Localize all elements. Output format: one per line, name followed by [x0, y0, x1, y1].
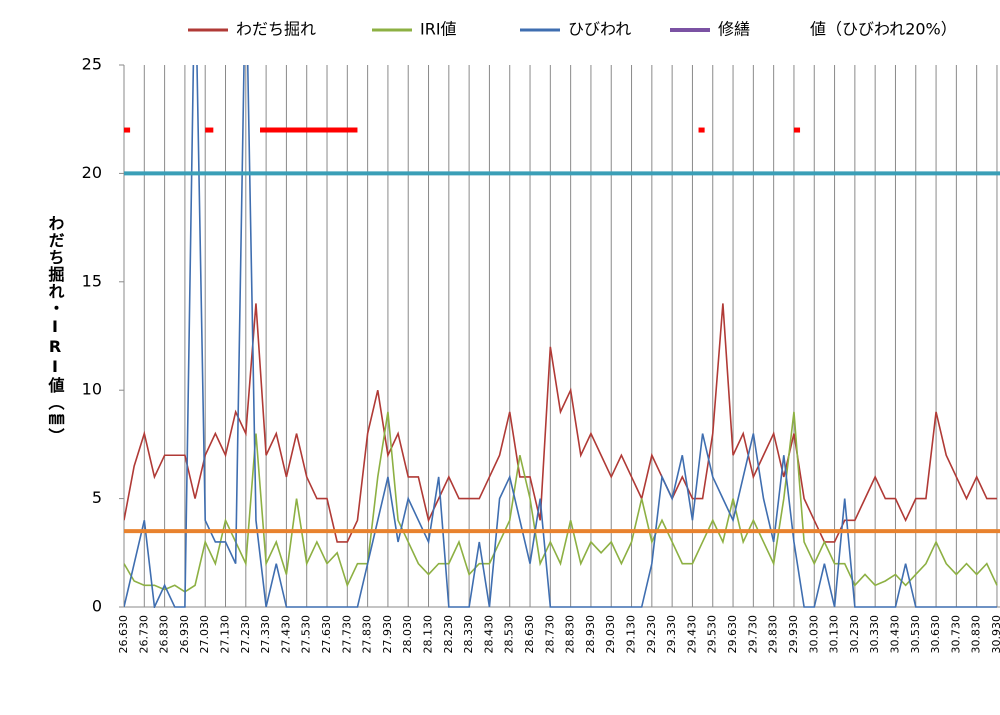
- legend-label: わだち掘れ: [236, 20, 316, 39]
- y-tick-label: 0: [92, 597, 102, 616]
- x-tick-label: 28.830: [564, 615, 577, 654]
- x-tick-label: 30.130: [828, 615, 841, 654]
- y-tick-label: 5: [92, 488, 102, 507]
- x-tick-label: 27.930: [381, 615, 394, 654]
- x-tick-label: 28.230: [442, 615, 455, 654]
- x-tick-label: 29.630: [726, 615, 739, 654]
- y-tick-label: 15: [82, 271, 102, 290]
- x-tick-label: 28.530: [503, 615, 516, 654]
- x-tick-label: 30.030: [807, 615, 820, 654]
- x-tick-label: 28.130: [422, 615, 435, 654]
- x-tick-label: 27.530: [300, 615, 313, 654]
- x-tick-label: 27.330: [259, 615, 272, 654]
- x-tick-label: 26.730: [137, 615, 150, 654]
- x-tick-label: 29.230: [645, 615, 658, 654]
- x-tick-label: 28.930: [584, 615, 597, 654]
- x-tick-label: 29.330: [665, 615, 678, 654]
- x-tick-label: 30.730: [949, 615, 962, 654]
- x-tick-label: 29.530: [706, 615, 719, 654]
- x-tick-label: 28.030: [401, 615, 414, 654]
- x-tick-label: 27.730: [340, 615, 353, 654]
- x-tick-label: 30.230: [848, 615, 861, 654]
- series-line: [124, 65, 997, 608]
- legend-label: ひびわれ: [568, 20, 631, 39]
- x-tick-label: 30.530: [909, 615, 922, 654]
- x-tick-label: 28.330: [462, 615, 475, 654]
- x-tick-label: 28.430: [482, 615, 495, 654]
- x-tick-label: 29.430: [685, 615, 698, 654]
- x-tick-label: 27.830: [361, 615, 374, 654]
- legend-label: 値（ひびわれ20%）: [810, 20, 957, 39]
- y-tick-label: 20: [82, 163, 102, 182]
- x-tick-label: 27.630: [320, 615, 333, 654]
- x-tick-label: 29.130: [625, 615, 638, 654]
- x-tick-label: 27.030: [198, 615, 211, 654]
- legend-label: 修繕: [718, 20, 750, 39]
- legend-label: IRI値: [420, 20, 457, 39]
- x-tick-label: 26.630: [117, 615, 130, 654]
- x-tick-label: 27.130: [219, 615, 232, 654]
- x-tick-label: 29.930: [787, 615, 800, 654]
- x-tick-label: 26.930: [178, 615, 191, 654]
- x-tick-label: 28.630: [523, 615, 536, 654]
- x-tick-label: 27.230: [239, 615, 252, 654]
- plot-area: [124, 65, 998, 608]
- x-tick-label: 28.730: [543, 615, 556, 654]
- x-tick-label: 30.830: [970, 615, 983, 654]
- x-tick-label: 26.830: [158, 615, 171, 654]
- x-tick-label: 30.330: [868, 615, 881, 654]
- series-line: [124, 303, 997, 543]
- x-tick-label: 30.930: [990, 615, 1000, 654]
- y-axis-title: わだち掘れ・IRI値（㎜）: [46, 215, 66, 445]
- x-tick-label: 29.830: [767, 615, 780, 654]
- x-tick-label: 30.630: [929, 615, 942, 654]
- x-tick-label: 30.430: [888, 615, 901, 654]
- y-tick-label: 25: [82, 55, 102, 74]
- x-tick-label: 29.730: [746, 615, 759, 654]
- x-tick-label: 29.030: [604, 615, 617, 654]
- x-tick-label: 27.430: [279, 615, 292, 654]
- y-tick-label: 10: [82, 380, 102, 399]
